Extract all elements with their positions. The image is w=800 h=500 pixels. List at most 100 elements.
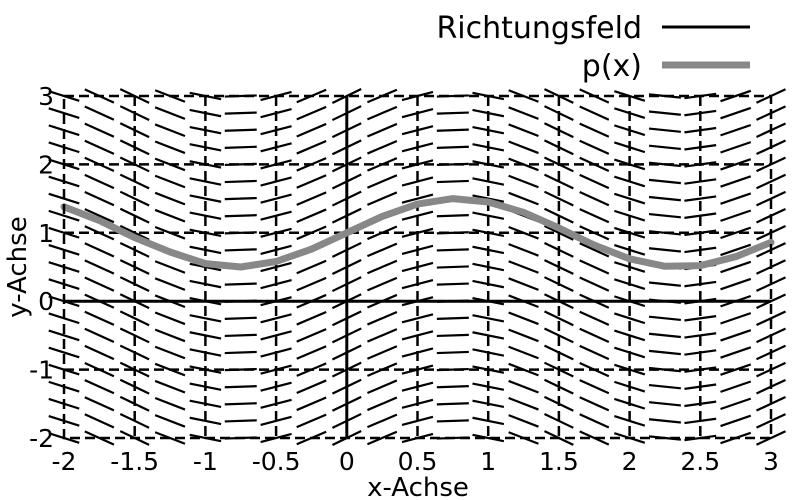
- field-segment: [224, 162, 257, 167]
- field-segment: [756, 173, 786, 190]
- field-segment: [543, 156, 574, 173]
- legend: Richtungsfeld p(x): [436, 11, 750, 84]
- field-segment: [84, 225, 115, 241]
- field-segment: [401, 381, 434, 392]
- field-segment: [508, 311, 539, 326]
- field-segment: [260, 398, 292, 409]
- field-segment: [154, 379, 186, 394]
- field-segment: [84, 396, 115, 412]
- field-segment: [401, 193, 434, 204]
- field-segment: [684, 400, 717, 408]
- field-segment: [436, 367, 469, 372]
- field-segment: [614, 244, 646, 256]
- field-segment: [84, 156, 115, 173]
- field-segment: [508, 123, 539, 138]
- field-segment: [614, 175, 646, 188]
- field-segment: [684, 280, 717, 288]
- field-segment: [84, 344, 115, 361]
- field-segment: [508, 260, 539, 274]
- field-segment: [472, 382, 505, 391]
- field-segment: [648, 127, 681, 133]
- field-segment: [648, 212, 681, 219]
- field-segment: [543, 310, 574, 327]
- field-segment: [84, 310, 115, 326]
- field-segment: [366, 174, 398, 189]
- field-segment: [260, 432, 292, 444]
- field-segment: [296, 140, 327, 155]
- field-segment: [508, 191, 539, 206]
- field-segment: [48, 226, 80, 239]
- field-segment: [296, 225, 327, 241]
- field-segment: [224, 231, 257, 235]
- field-segment: [472, 143, 505, 152]
- field-segment: [756, 413, 786, 429]
- field-segment: [224, 316, 257, 320]
- field-segment: [614, 107, 646, 119]
- field-segment: [720, 346, 752, 359]
- field-segment: [154, 311, 186, 326]
- field-segment: [720, 141, 752, 154]
- legend-label-curve: p(x): [582, 49, 642, 84]
- field-segment: [648, 366, 681, 373]
- field-segment: [579, 396, 610, 412]
- field-segment: [154, 157, 186, 172]
- field-segment: [296, 345, 327, 360]
- field-segment: [614, 380, 646, 393]
- field-segment: [648, 401, 681, 407]
- field-segment: [614, 329, 646, 342]
- field-segment: [189, 245, 222, 255]
- field-segment: [224, 402, 257, 406]
- field-segment: [579, 413, 610, 429]
- field-segment: [508, 225, 539, 240]
- field-segment: [684, 109, 717, 117]
- field-segment: [296, 311, 327, 326]
- field-segment: [154, 328, 186, 343]
- field-segment: [119, 395, 150, 412]
- x-tick-label: -1.5: [110, 447, 159, 476]
- field-segment: [84, 361, 115, 378]
- field-segment: [614, 192, 646, 205]
- field-segment: [579, 430, 610, 446]
- y-axis-label: y-Achse: [3, 216, 33, 317]
- field-segment: [189, 279, 222, 289]
- field-segment: [543, 190, 574, 207]
- field-segment: [119, 173, 150, 190]
- field-segment: [436, 316, 469, 320]
- field-segment: [84, 276, 115, 292]
- field-segment: [84, 190, 115, 207]
- field-segment: [543, 173, 574, 190]
- field-segment: [366, 105, 398, 121]
- field-segment: [296, 122, 327, 138]
- field-segment: [436, 128, 469, 132]
- field-segment: [720, 329, 752, 342]
- field-segment: [614, 158, 646, 171]
- field-segment: [296, 396, 327, 412]
- field-segment: [436, 231, 469, 235]
- field-segment: [224, 145, 257, 149]
- field-segment: [154, 174, 186, 189]
- y-tick-label: -2: [29, 424, 54, 453]
- field-segment: [579, 327, 610, 344]
- field-segment: [614, 90, 646, 102]
- field-segment: [543, 344, 574, 361]
- field-segment: [472, 125, 505, 135]
- field-segment: [472, 211, 505, 220]
- field-segment: [189, 125, 222, 135]
- x-tick-label: 1: [480, 447, 496, 476]
- field-segment: [508, 140, 539, 155]
- field-segment: [260, 210, 292, 221]
- field-segment: [366, 430, 398, 446]
- field-segment: [401, 176, 434, 187]
- field-segment: [436, 248, 469, 252]
- field-segment: [224, 385, 257, 389]
- field-segment: [436, 145, 469, 149]
- field-segment: [472, 348, 505, 357]
- field-segment: [579, 259, 610, 275]
- field-segment: [472, 177, 505, 186]
- y-tick-label: 3: [38, 82, 54, 111]
- field-segment: [119, 190, 150, 207]
- field-segment: [84, 173, 115, 190]
- tick-labels: -2 -1.5 -1 -0.5 0 0.5 1 1.5 2 2.5 3 3 2 1 0 -1 -2: [29, 82, 779, 476]
- field-segment: [401, 159, 434, 170]
- field-segment: [720, 277, 752, 291]
